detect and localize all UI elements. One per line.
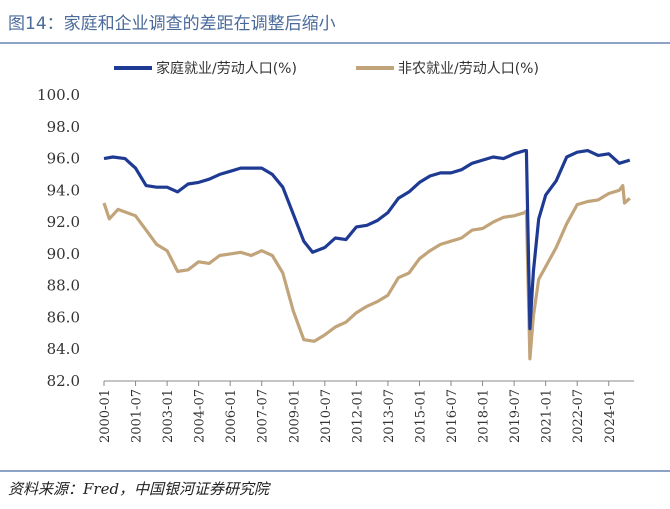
y-tick-label: 84.0 — [47, 340, 80, 358]
y-tick-label: 88.0 — [47, 277, 80, 295]
y-tick-label: 98.0 — [47, 118, 80, 136]
x-tick-label: 2000-01 — [98, 389, 113, 443]
x-tick-label: 2010-07 — [319, 389, 334, 443]
y-axis: 100.0 98.0 96.0 94.0 92.0 90.0 88.0 86.0 84.0 82.… — [37, 86, 634, 390]
x-tick-label: 2021-01 — [540, 389, 555, 443]
source-rule — [0, 470, 670, 472]
x-tick-label: 2016-07 — [445, 389, 460, 443]
nonfarm-series-line — [102, 184, 631, 361]
chart-title: 图14：家庭和企业调查的差距在调整后缩小 — [8, 14, 336, 34]
legend-label-household: 家庭就业/劳动人口(%) — [156, 60, 297, 77]
x-tick-label: 2024-01 — [603, 389, 618, 443]
household-series-line — [103, 149, 631, 331]
legend-label-nonfarm: 非农就业/劳动人口(%) — [398, 61, 539, 77]
x-tick-label: 2004-07 — [193, 389, 208, 443]
x-tick-label: 2009-01 — [287, 389, 302, 443]
x-tick-label: 2007-07 — [256, 389, 271, 443]
y-tick-label: 92.0 — [47, 213, 80, 231]
x-tick-label: 2006-01 — [224, 389, 239, 443]
title-rule — [0, 42, 670, 44]
x-tick-label: 2013-07 — [382, 389, 397, 443]
x-tick-label: 2003-01 — [161, 389, 176, 443]
y-tick-label: 86.0 — [47, 308, 80, 326]
x-tick-label: 2019-07 — [508, 389, 523, 443]
source-note: 资料来源：Fred，中国银河证券研究院 — [8, 480, 270, 498]
y-tick-label: 96.0 — [47, 150, 80, 168]
x-tick-label: 2001-07 — [130, 389, 145, 443]
x-tick-label: 2012-01 — [350, 389, 365, 443]
x-tick-label: 2018-01 — [477, 389, 492, 443]
y-tick-label: 100.0 — [37, 86, 80, 104]
y-tick-label: 82.0 — [47, 372, 80, 390]
x-axis: 2000-01 2001-07 2003-01 2004-07 2006-01 2007-… — [98, 381, 618, 443]
y-tick-label: 94.0 — [47, 181, 80, 199]
plot-area — [102, 149, 631, 361]
x-tick-label: 2015-01 — [413, 389, 428, 443]
legend: 家庭就业/劳动人口(%) 非农就业/劳动人口(%) — [114, 60, 539, 77]
y-tick-label: 90.0 — [47, 245, 80, 263]
x-tick-label: 2022-07 — [571, 389, 586, 443]
